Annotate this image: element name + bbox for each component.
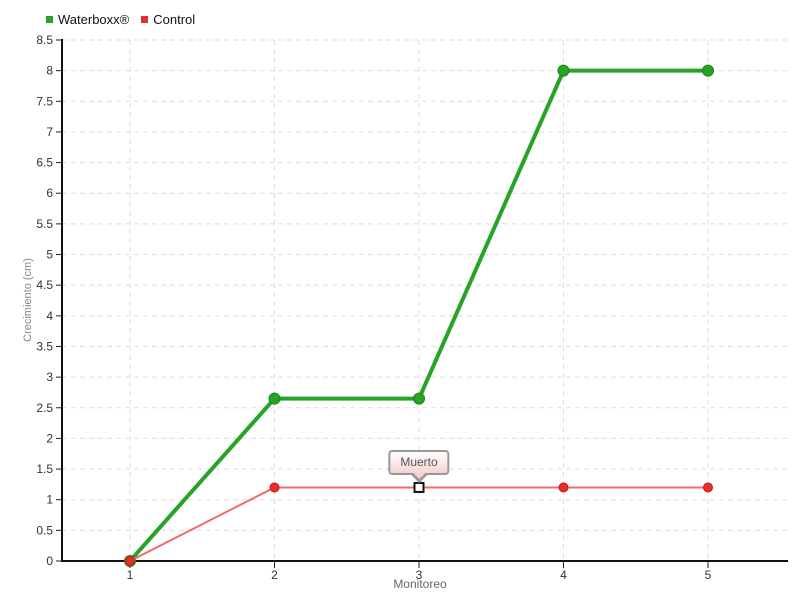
y-tick-label: 6.5: [36, 156, 53, 170]
x-tick-label: 1: [127, 568, 134, 582]
data-point-control[interactable]: [558, 482, 569, 493]
data-point-control[interactable]: [269, 482, 280, 493]
data-point-waterboxx[interactable]: [413, 392, 425, 405]
legend: Waterboxx® Control: [46, 13, 195, 26]
x-axis-title: Monitoreo: [393, 577, 447, 591]
y-tick-label: 7.5: [36, 94, 53, 108]
y-tick-label: 2: [46, 431, 53, 445]
waterboxx-swatch-icon: [46, 16, 53, 23]
series-line-control: [129, 486, 709, 562]
y-tick-label: 3.5: [36, 339, 53, 353]
control-swatch-icon: [141, 16, 149, 23]
muerto-tooltip-label: Muerto: [400, 455, 438, 469]
x-tick-label: 2: [271, 568, 278, 582]
x-tick-label: 3: [416, 568, 423, 582]
x-tick-label: 5: [705, 568, 712, 582]
legend-item-control[interactable]: Control: [141, 13, 195, 26]
legend-item-waterboxx[interactable]: Waterboxx®: [46, 13, 129, 26]
muerto-tooltip: Muerto: [388, 450, 450, 483]
y-tick-label: 1.5: [36, 462, 53, 476]
y-tick-label: 0: [46, 554, 53, 568]
data-point-control[interactable]: [703, 482, 713, 493]
y-axis-title: Crecimiento (cm): [22, 258, 34, 342]
y-tick-label: 3: [46, 370, 53, 384]
y-tick-label: 7: [46, 125, 53, 139]
data-point-control-annotated[interactable]: [413, 481, 425, 493]
legend-label-control: Control: [153, 12, 196, 27]
x-tick-label: 4: [560, 568, 567, 582]
y-tick-label: 0.5: [36, 523, 53, 537]
data-point-waterboxx[interactable]: [557, 64, 570, 77]
data-point-control[interactable]: [125, 556, 135, 566]
data-point-waterboxx[interactable]: [702, 64, 714, 77]
data-point-waterboxx[interactable]: [268, 392, 281, 405]
y-tick-label: 6: [46, 186, 53, 200]
y-tick-label: 5.5: [36, 217, 53, 231]
y-tick-label: 1: [46, 493, 53, 507]
y-tick-label: 4.5: [36, 278, 53, 292]
y-tick-label: 8.5: [36, 33, 53, 47]
y-tick-label: 2.5: [36, 401, 53, 415]
legend-label-waterboxx: Waterboxx®: [58, 12, 130, 27]
y-tick-label: 8: [46, 64, 53, 78]
y-tick-label: 5: [46, 248, 53, 262]
y-tick-label: 4: [46, 309, 53, 323]
